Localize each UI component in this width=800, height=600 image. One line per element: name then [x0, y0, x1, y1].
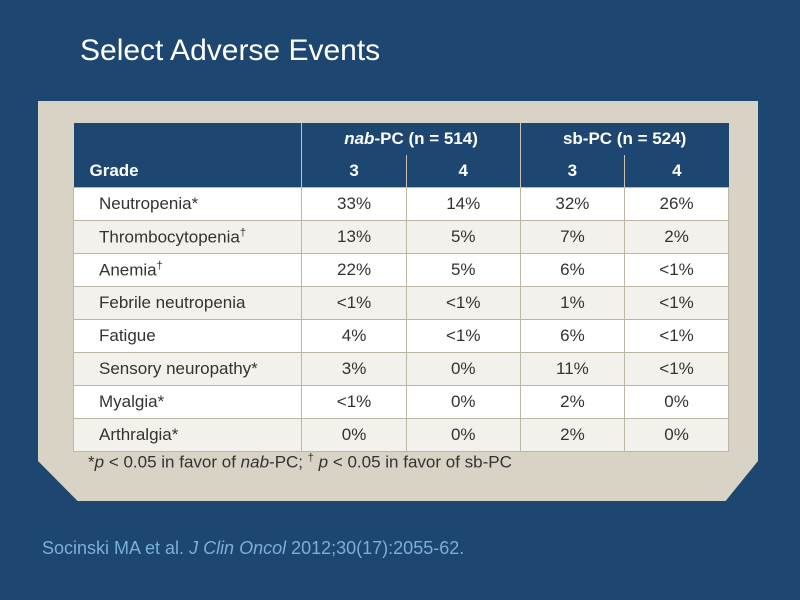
- empty-header-cell: [73, 123, 302, 155]
- value-cell: 6%: [519, 253, 626, 287]
- value-cell: 1%: [519, 286, 626, 320]
- grade-col-header: 3: [301, 155, 407, 188]
- value-cell: 5%: [405, 220, 521, 254]
- group-header-nab-italic: nab: [344, 129, 375, 148]
- value-cell: <1%: [301, 385, 407, 419]
- footnote-text1: < 0.05 in favor of: [104, 452, 241, 472]
- event-name: Thrombocytopenia: [99, 227, 240, 247]
- event-name-cell: Fatigue: [72, 319, 303, 353]
- grade-header: Grade: [73, 155, 302, 188]
- value-cell: <1%: [624, 352, 729, 386]
- value-cell: <1%: [405, 319, 521, 353]
- event-footnote-mark: †: [156, 259, 163, 272]
- value-cell: 2%: [519, 385, 626, 419]
- table-row: Fatigue 4% <1% 6% <1%: [72, 319, 729, 353]
- group-header-nab-rest: -PC (n = 514): [374, 129, 478, 148]
- footnote-text3: < 0.05 in favor of sb-PC: [328, 452, 512, 472]
- value-cell: 0%: [301, 418, 407, 452]
- citation-journal: J Clin Oncol: [189, 538, 287, 558]
- event-name: Myalgia*: [99, 392, 165, 411]
- value-cell: 4%: [301, 319, 407, 353]
- value-cell: 14%: [405, 187, 521, 221]
- value-cell: 2%: [624, 220, 729, 254]
- value-cell: <1%: [624, 253, 729, 287]
- value-cell: 26%: [624, 187, 729, 221]
- table-row: Thrombocytopenia† 13% 5% 7% 2%: [72, 220, 729, 254]
- value-cell: 32%: [519, 187, 626, 221]
- value-cell: <1%: [624, 319, 729, 353]
- event-name-cell: Sensory neuropathy*: [72, 352, 303, 386]
- value-cell: 6%: [519, 319, 626, 353]
- citation-ref: 2012;30(17):2055-62.: [286, 538, 465, 558]
- grade-header-row: Grade 3 4 3 4: [73, 155, 729, 188]
- footnote: *p < 0.05 in favor of nab-PC; † p < 0.05…: [88, 452, 512, 473]
- value-cell: 11%: [519, 352, 626, 386]
- event-name-cell: Anemia†: [72, 253, 303, 287]
- value-cell: 0%: [405, 385, 521, 419]
- event-name: Sensory neuropathy*: [99, 359, 258, 378]
- group-header-nab-pc: nab-PC (n = 514): [301, 123, 521, 155]
- adverse-events-table: nab-PC (n = 514) sb-PC (n = 524) Grade 3…: [72, 123, 729, 452]
- table-row: Myalgia* <1% 0% 2% 0%: [72, 385, 729, 419]
- event-name-cell: Arthralgia*: [72, 418, 303, 452]
- event-name: Neutropenia*: [99, 194, 199, 213]
- event-name: Anemia: [99, 260, 157, 280]
- footnote-dagger: †: [307, 452, 314, 464]
- value-cell: <1%: [405, 286, 521, 320]
- table-row: Arthralgia* 0% 0% 2% 0%: [72, 418, 729, 452]
- table-row: Neutropenia* 33% 14% 32% 26%: [72, 187, 729, 221]
- table-row: Febrile neutropenia <1% <1% 1% <1%: [72, 286, 729, 320]
- event-name-cell: Febrile neutropenia: [72, 286, 303, 320]
- grade-col-header: 4: [624, 155, 729, 188]
- event-footnote-mark: †: [239, 226, 246, 239]
- value-cell: <1%: [301, 286, 407, 320]
- value-cell: 22%: [301, 253, 407, 287]
- event-name-cell: Myalgia*: [72, 385, 303, 419]
- value-cell: 5%: [405, 253, 521, 287]
- citation-authors: Socinski MA et al.: [42, 538, 190, 558]
- slide-title: Select Adverse Events: [80, 34, 381, 67]
- value-cell: 2%: [519, 418, 626, 452]
- value-cell: 13%: [301, 220, 407, 254]
- value-cell: 0%: [624, 418, 729, 452]
- grade-col-header: 3: [519, 155, 625, 188]
- event-name: Fatigue: [99, 326, 156, 345]
- footnote-p2: p: [318, 452, 329, 472]
- value-cell: 3%: [301, 352, 407, 386]
- table-body: Neutropenia* 33% 14% 32% 26% Thrombocytopenia…: [72, 187, 729, 452]
- value-cell: 0%: [405, 418, 521, 452]
- grade-col-header: 4: [405, 155, 521, 188]
- group-header-row: nab-PC (n = 514) sb-PC (n = 524): [73, 123, 729, 155]
- footnote-nab: nab: [240, 452, 270, 472]
- value-cell: <1%: [624, 286, 729, 320]
- event-name: Febrile neutropenia: [99, 293, 246, 312]
- value-cell: 7%: [519, 220, 626, 254]
- footnote-star: *: [88, 452, 95, 472]
- table-row: Sensory neuropathy* 3% 0% 11% <1%: [72, 352, 729, 386]
- table-row: Anemia† 22% 5% 6% <1%: [72, 253, 729, 287]
- event-name-cell: Thrombocytopenia†: [72, 220, 303, 254]
- event-name-cell: Neutropenia*: [72, 187, 303, 221]
- footnote-p1: p: [94, 452, 105, 472]
- event-name: Arthralgia*: [99, 425, 179, 444]
- value-cell: 33%: [301, 187, 407, 221]
- value-cell: 0%: [624, 385, 729, 419]
- footnote-text2: -PC;: [269, 452, 308, 472]
- group-header-sb-pc: sb-PC (n = 524): [519, 123, 729, 155]
- value-cell: 0%: [405, 352, 521, 386]
- citation: Socinski MA et al. J Clin Oncol 2012;30(…: [42, 538, 464, 559]
